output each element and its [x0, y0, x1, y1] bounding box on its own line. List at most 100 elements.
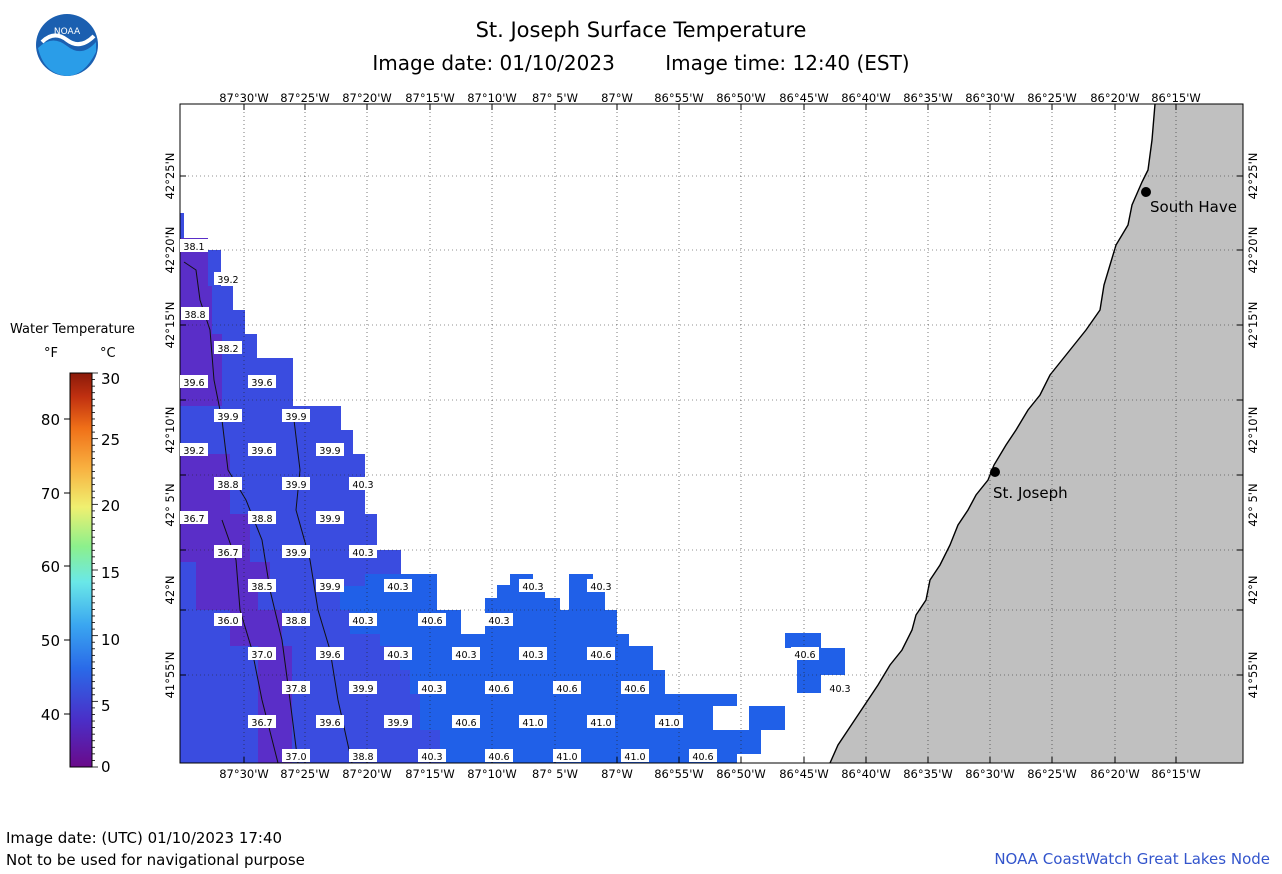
temperature-label-bg — [553, 681, 581, 694]
temperature-label: 39.9 — [384, 715, 412, 729]
lon-label-top: 87°W — [601, 91, 633, 105]
lon-label-top: 86°30'W — [965, 91, 1015, 105]
temperature-label: 37.8 — [282, 681, 310, 695]
temperature-label-bg — [214, 341, 242, 354]
water-cell — [180, 213, 184, 238]
temperature-value: 40.3 — [352, 480, 373, 491]
temperature-label-bg — [180, 511, 208, 524]
temperature-label: 40.3 — [826, 681, 854, 695]
temperature-label: 39.9 — [316, 443, 344, 457]
coordinate-labels: 87°30'W 87°30'W 87°25'W 87°25'W 87°20'W 87°20… — [163, 91, 1260, 781]
temperature-value: 41.0 — [556, 752, 577, 763]
temperature-label-bg — [282, 613, 310, 626]
temperature-label-bg — [214, 545, 242, 558]
temperature-label-bg — [349, 477, 377, 490]
temperature-label-bg — [452, 715, 480, 728]
offshore-water-cell — [749, 706, 785, 730]
temperature-label: 41.0 — [553, 749, 581, 763]
temperature-value: 40.3 — [488, 616, 509, 627]
temperature-label: 37.0 — [248, 647, 276, 661]
lon-label-bottom: 86°45'W — [779, 767, 829, 781]
isotherm-contour — [293, 419, 353, 764]
temperature-value: 38.8 — [184, 310, 205, 321]
offshore-water-cell — [737, 730, 761, 754]
temperature-value: 40.3 — [421, 752, 442, 763]
temperature-value: 36.7 — [217, 548, 238, 559]
legend-title: Water Temperature — [10, 322, 135, 337]
temperature-label: 38.1 — [180, 239, 208, 253]
temperature-label-bg — [655, 715, 683, 728]
temperature-label: 40.3 — [418, 681, 446, 695]
lon-label-bottom: 86°30'W — [965, 767, 1015, 781]
temperature-value: 39.2 — [183, 446, 204, 457]
temperature-label: 36.0 — [214, 613, 242, 627]
lat-label-left: 42°N — [163, 576, 177, 605]
c-tick-label: 25 — [101, 431, 120, 449]
lat-label-right: 42°15'N — [1246, 302, 1260, 349]
temperature-label-bg — [180, 239, 208, 252]
temperature-label-bg — [316, 647, 344, 660]
water-temperature-cells — [180, 213, 845, 764]
temperature-value: 40.6 — [455, 718, 476, 729]
temperature-value: 40.6 — [421, 616, 442, 627]
temperature-value: 39.9 — [285, 480, 306, 491]
temperature-value: 40.6 — [590, 650, 611, 661]
temperature-value: 40.6 — [624, 684, 645, 695]
lat-label-right: 42°25'N — [1246, 153, 1260, 200]
temperature-value: 36.7 — [251, 718, 272, 729]
lat-label-left: 42°25'N — [163, 153, 177, 200]
temperature-value: 41.0 — [522, 718, 543, 729]
lon-label-bottom: 87°30'W — [219, 767, 269, 781]
cold-water-cell — [258, 646, 292, 763]
c-tick-label: 15 — [101, 564, 120, 582]
f-tick-label: 50 — [41, 632, 60, 650]
c-tick-label: 0 — [101, 758, 111, 776]
temperature-label-bg — [349, 749, 377, 762]
temperature-label-bg — [248, 375, 276, 388]
temperature-value: 40.3 — [522, 650, 543, 661]
temperature-label-bg — [621, 681, 649, 694]
temperature-label-bg — [214, 409, 242, 422]
temperature-value: 40.3 — [387, 650, 408, 661]
temperature-value: 39.6 — [319, 718, 340, 729]
temperature-label-bg — [587, 715, 615, 728]
temperature-label-bg — [349, 545, 377, 558]
temperature-label-bg — [485, 613, 513, 626]
temperature-value: 38.2 — [217, 344, 238, 355]
f-tick-label: 70 — [41, 485, 60, 503]
temperature-label-bg — [248, 511, 276, 524]
temperature-label-bg — [282, 749, 310, 762]
temperature-label: 39.9 — [214, 409, 242, 423]
warm-water-cell — [380, 634, 629, 646]
temperature-label: 38.8 — [181, 307, 209, 321]
lat-label-left: 42°20'N — [163, 227, 177, 274]
temperature-value: 39.9 — [319, 514, 340, 525]
temperature-label: 40.3 — [384, 579, 412, 593]
temperature-value: 40.6 — [692, 752, 713, 763]
land-polygon — [830, 104, 1243, 763]
lon-label-top: 87°30'W — [219, 91, 269, 105]
lat-label-left: 42°15'N — [163, 302, 177, 349]
temperature-label-bg — [485, 749, 513, 762]
temperature-label-bg — [248, 715, 276, 728]
temperature-label-bg — [316, 511, 344, 524]
lon-label-bottom: 86°55'W — [654, 767, 704, 781]
temperature-value: 40.3 — [522, 582, 543, 593]
temperature-label: 40.3 — [349, 545, 377, 559]
lon-label-bottom: 86°50'W — [716, 767, 766, 781]
temperature-label: 40.6 — [587, 647, 615, 661]
temperature-label-bg — [384, 579, 412, 592]
temperature-label: 41.0 — [621, 749, 649, 763]
lon-label-bottom: 87° 5'W — [532, 767, 578, 781]
temperature-label: 36.7 — [248, 715, 276, 729]
temperature-label-bg — [181, 307, 209, 320]
temperature-value: 40.3 — [352, 548, 373, 559]
temperature-label-bg — [180, 443, 208, 456]
lat-label-right: 41°55'N — [1246, 652, 1260, 699]
lon-label-bottom: 87°W — [601, 767, 633, 781]
lon-label-bottom: 86°25'W — [1027, 767, 1077, 781]
lat-label-right: 42° 5'N — [1246, 483, 1260, 526]
land-area — [829, 103, 1243, 764]
noaa-logo: NOAA — [34, 12, 100, 78]
temperature-label: 40.6 — [553, 681, 581, 695]
